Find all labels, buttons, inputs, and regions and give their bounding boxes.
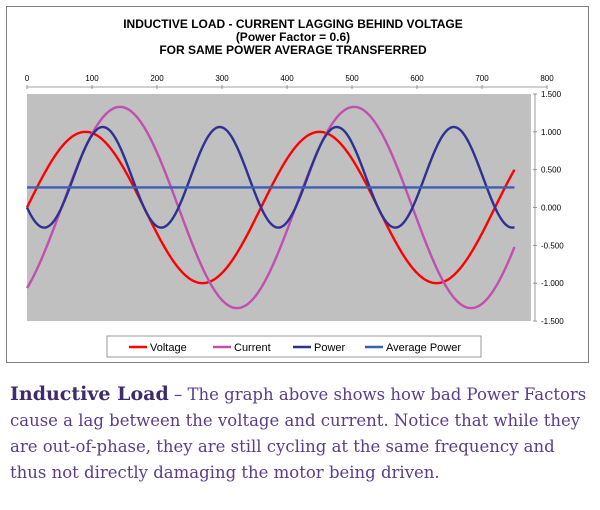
caption: Inductive Load – The graph above shows h…	[10, 381, 595, 486]
x-axis: 0 100 200 300 400 500 600 700 800	[25, 74, 554, 89]
chart-title: INDUCTIVE LOAD - CURRENT LAGGING BEHIND …	[123, 17, 463, 57]
x-tick-label: 500	[345, 74, 359, 83]
series-power	[25, 125, 515, 229]
y-axis: 1.500 1.000 0.500 0.000 -0.500 -1.000 -1.500	[533, 90, 564, 326]
chart-title-line-1: (Power Factor = 0.6)	[236, 30, 350, 44]
y-tick-label: 0.500	[541, 166, 562, 175]
legend-label: Current	[234, 342, 271, 354]
y-tick-label: -1.000	[541, 279, 564, 288]
x-tick-label: 400	[280, 74, 294, 83]
caption-text: The graph above shows how bad Power Fact…	[10, 385, 587, 482]
chart-title-line-0: INDUCTIVE LOAD - CURRENT LAGGING BEHIND …	[123, 17, 463, 31]
caption-lead: Inductive Load	[10, 383, 169, 405]
x-tick-label: 600	[410, 74, 424, 83]
x-tick-label: 100	[85, 74, 99, 83]
y-tick-label: 1.500	[541, 90, 562, 99]
x-tick-label: 800	[540, 74, 554, 83]
legend-label: Average Power	[386, 342, 461, 354]
chart: INDUCTIVE LOAD - CURRENT LAGGING BEHIND …	[25, 17, 564, 358]
y-tick-label: -0.500	[541, 241, 564, 250]
series-lines	[25, 105, 516, 310]
caption-dash: –	[168, 385, 188, 404]
y-tick-label: 1.000	[541, 128, 562, 137]
legend-label: Power	[314, 342, 346, 354]
x-tick-label: 0	[25, 74, 30, 83]
x-tick-label: 700	[475, 74, 489, 83]
x-tick-label: 200	[150, 74, 164, 83]
chart-title-line-2: FOR SAME POWER AVERAGE TRANSFERRED	[159, 43, 427, 57]
chart-frame: INDUCTIVE LOAD - CURRENT LAGGING BEHIND …	[6, 6, 589, 363]
legend-label: Voltage	[150, 342, 187, 354]
y-tick-label: 0.000	[541, 204, 562, 213]
series-current	[25, 105, 516, 310]
y-tick-label: -1.500	[541, 317, 564, 326]
x-tick-label: 300	[215, 74, 229, 83]
legend: Voltage Current Power Average Power	[106, 335, 482, 358]
